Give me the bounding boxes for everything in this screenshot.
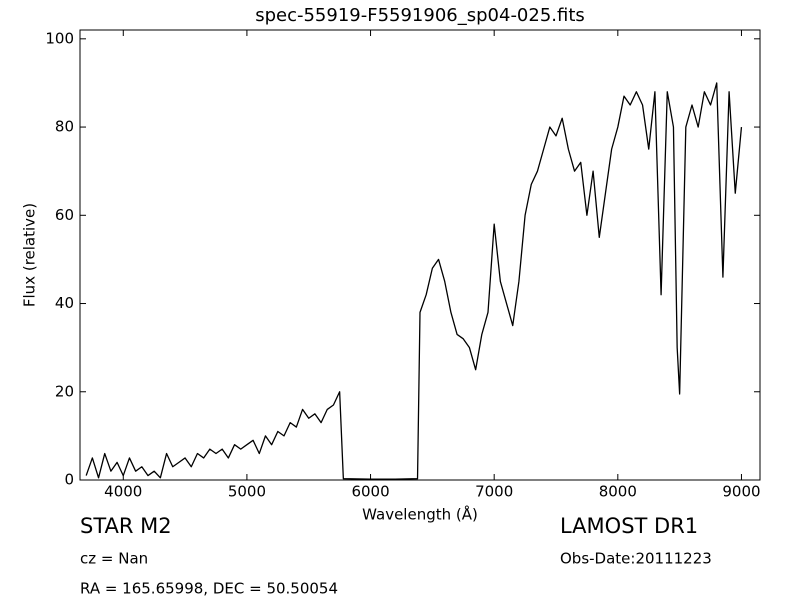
- y-tick-label: 80: [55, 118, 74, 136]
- spectrum-line: [85, 82, 743, 480]
- annotation: STAR M2: [80, 514, 172, 538]
- annotation: cz = Nan: [80, 550, 148, 568]
- x-tick-label: 8000: [599, 483, 637, 501]
- x-tick-label: 4000: [104, 483, 142, 501]
- x-tick-label: 7000: [475, 483, 513, 501]
- x-tick-label: 6000: [351, 483, 389, 501]
- x-axis-label: Wavelength (Å): [362, 505, 478, 524]
- annotation: LAMOST DR1: [560, 514, 698, 538]
- chart-title: spec-55919-F5591906_sp04-025.fits: [255, 5, 585, 26]
- x-tick-label: 9000: [722, 483, 760, 501]
- y-tick-label: 20: [55, 382, 74, 400]
- annotation: Obs-Date:20111223: [560, 550, 712, 568]
- x-tick-label: 5000: [228, 483, 266, 501]
- y-tick-label: 0: [64, 471, 74, 489]
- y-tick-label: 100: [45, 29, 74, 47]
- y-axis-label: Flux (relative): [21, 203, 39, 307]
- y-tick-label: 40: [55, 294, 74, 312]
- plot-frame: [79, 29, 761, 481]
- y-tick-label: 60: [55, 206, 74, 224]
- annotation: RA = 165.65998, DEC = 50.50054: [80, 580, 338, 598]
